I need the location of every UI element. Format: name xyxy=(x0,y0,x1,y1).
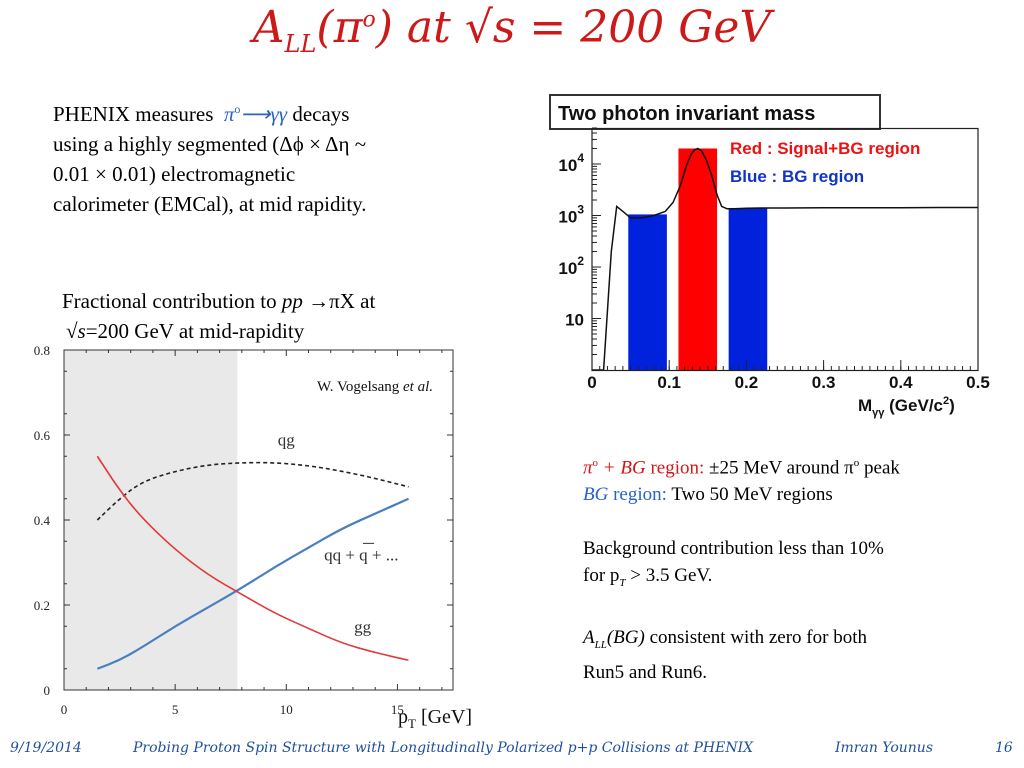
y-tick-label: 0.2 xyxy=(34,598,50,613)
invariant-mass-panel: Two photon invariant mass 10 102 103 104 0 0.1… xyxy=(540,88,995,433)
all-bg-line: ALL(BG) consistent with zero for both xyxy=(583,627,867,651)
mass-x-tick-label: 0.1 xyxy=(657,373,681,392)
mass-spectrum-line xyxy=(592,147,978,371)
mass-y-tick-label: 103 xyxy=(558,202,584,226)
signal-region-bar xyxy=(678,148,718,370)
mass-x-tick-label: 0.2 xyxy=(735,373,759,392)
footer-date: 9/19/2014 xyxy=(10,740,82,756)
runs-line: Run5 and Run6. xyxy=(583,661,708,683)
footer-author: Imran Younus xyxy=(835,740,933,756)
fraction-chart-caption: Fractional contribution to pp →πX at √s=… xyxy=(62,289,376,343)
low-pt-shaded-region xyxy=(64,350,238,690)
mass-x-axis-label: Mγγ (GeV/c2) xyxy=(858,395,955,419)
x-tick-label: 0 xyxy=(61,702,68,717)
mass-y-tick-label: 102 xyxy=(558,254,584,278)
mass-x-tick-label: 0.5 xyxy=(966,373,990,392)
invariant-mass-chart: Two photon invariant mass 10 102 103 104 0 0.1… xyxy=(549,94,990,419)
series-line-gg xyxy=(96,455,409,662)
mass-plot-frame xyxy=(591,127,979,372)
signal-region-line: πo + BG region: ±25 MeV around πo peak xyxy=(583,457,900,479)
mass-title-box xyxy=(549,94,881,130)
y-tick-label: 0.6 xyxy=(34,428,51,443)
gg-curve-label: gg xyxy=(354,618,372,637)
y-tick-label: 0 xyxy=(44,683,51,698)
mass-x-tick-label: 0 xyxy=(587,373,596,392)
mass-x-tick-label: 0.3 xyxy=(812,373,836,392)
footer-page-number: 16 xyxy=(995,740,1013,756)
qg-curve-label: qg xyxy=(278,431,296,450)
x-tick-label: 15 xyxy=(391,702,404,717)
mass-x-tick-label: 0.4 xyxy=(889,373,913,392)
y-tick-label: 0.8 xyxy=(34,343,50,358)
series-line-qg xyxy=(96,461,409,521)
mass-y-tick-label: 104 xyxy=(558,151,584,175)
slide-footer: 9/19/2014 Probing Proton Spin Structure … xyxy=(0,740,1024,762)
series-line-qq xyxy=(96,497,410,670)
background-fraction-line: Background contribution less than 10% xyxy=(583,538,884,560)
x-tick-label: 10 xyxy=(280,702,293,717)
phenix-description: PHENIX measures πo⟶γγ decays using a hig… xyxy=(53,102,367,216)
pt-threshold-line: for pT > 3.5 GeV. xyxy=(583,565,713,590)
bg-region-bar-2 xyxy=(728,207,768,370)
mass-y-tick-label: 10 xyxy=(565,310,584,329)
footer-talk-title: Probing Proton Spin Structure with Longi… xyxy=(133,740,754,756)
mass-chart-title: Two photon invariant mass xyxy=(558,103,815,125)
legend-red-label: Red : Signal+BG region xyxy=(730,139,920,158)
slide-title: ALL(πo) at √s = 200 GeV xyxy=(252,2,772,58)
bg-region-line: BG region: Two 50 MeV regions xyxy=(583,484,833,506)
bg-region-bar-0 xyxy=(628,214,667,370)
x-axis-label: pT [GeV] xyxy=(398,706,472,730)
legend-blue-label: Blue : BG region xyxy=(730,167,864,186)
region-explanation: πo + BG region: ±25 MeV around πo peak B… xyxy=(583,450,1003,686)
x-tick-label: 5 xyxy=(172,702,179,717)
y-tick-label: 0.4 xyxy=(34,513,51,528)
author-annotation: W. Vogelsang et al. xyxy=(317,379,433,395)
qq-curve-label: qq + q + ... xyxy=(324,545,398,564)
